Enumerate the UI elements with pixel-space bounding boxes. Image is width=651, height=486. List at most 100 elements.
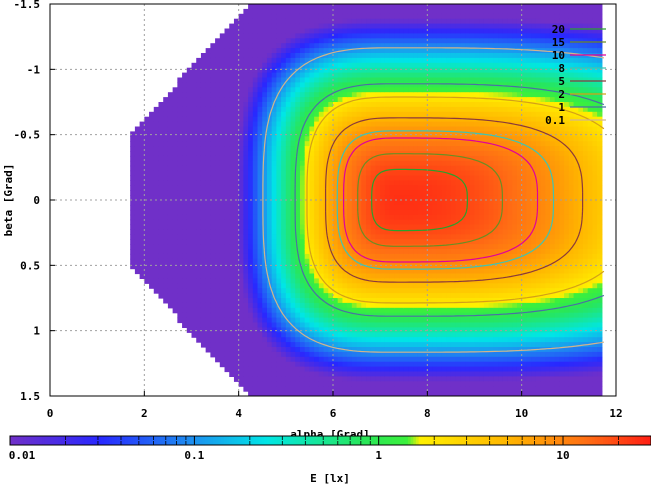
- heat-cell: [238, 13, 244, 20]
- heat-cell: [441, 131, 447, 137]
- heat-cell: [417, 317, 424, 324]
- heat-cell: [432, 102, 438, 108]
- heat-cell: [366, 62, 372, 69]
- heat-cell: [314, 244, 320, 250]
- heat-cell: [163, 273, 169, 279]
- heat-cell: [295, 77, 301, 83]
- heat-cell: [403, 43, 410, 49]
- heat-cell: [384, 342, 391, 348]
- heat-cell: [347, 4, 353, 10]
- heat-cell: [366, 347, 372, 353]
- heat-cell: [243, 146, 249, 152]
- heat-cell: [403, 116, 410, 123]
- heat-cell: [432, 82, 438, 88]
- heat-cell: [233, 106, 240, 113]
- heat-cell: [361, 106, 367, 113]
- heat-cell: [233, 126, 240, 132]
- heat-cell: [347, 376, 353, 382]
- heat-cell: [427, 371, 433, 377]
- heat-cell: [276, 131, 282, 137]
- heat-cell: [328, 351, 334, 358]
- heat-cell: [134, 151, 141, 157]
- heat-cell: [252, 190, 259, 196]
- heat-cell: [224, 204, 230, 211]
- heat-cell: [281, 298, 287, 304]
- heat-cell: [172, 258, 178, 265]
- heat-cell: [299, 263, 306, 270]
- heat-cell: [309, 298, 315, 304]
- heat-cell: [422, 175, 428, 181]
- heat-cell: [408, 200, 414, 206]
- heat-cell: [314, 23, 320, 30]
- heat-cell: [328, 136, 334, 142]
- heat-cell: [455, 332, 461, 338]
- heat-cell: [238, 263, 244, 270]
- heat-cell: [205, 151, 211, 157]
- heat-cell: [266, 155, 273, 162]
- heat-cell: [233, 214, 240, 221]
- heat-cell: [257, 57, 263, 64]
- heat-cell: [413, 180, 419, 186]
- heat-cell: [210, 288, 216, 294]
- heat-cell: [205, 209, 211, 216]
- heat-cell: [233, 155, 240, 162]
- heat-cell: [144, 165, 150, 172]
- heat-cell: [248, 347, 254, 353]
- heat-cell: [281, 97, 287, 103]
- heat-cell: [191, 175, 197, 181]
- heat-cell: [432, 48, 438, 54]
- heat-cell: [380, 249, 386, 255]
- heat-cell: [370, 293, 377, 299]
- heat-cell: [342, 8, 348, 15]
- heat-cell: [446, 92, 452, 98]
- heat-cell: [167, 263, 174, 270]
- heat-cell: [455, 28, 461, 34]
- heat-cell: [285, 356, 292, 363]
- heat-cell: [394, 48, 400, 54]
- heat-cell: [309, 53, 315, 59]
- heat-cell: [337, 342, 344, 348]
- heat-cell: [276, 28, 282, 34]
- heat-cell: [238, 229, 244, 235]
- heat-cell: [229, 371, 235, 377]
- heat-cell: [248, 244, 254, 250]
- heat-cell: [172, 224, 178, 230]
- heat-cell: [295, 356, 301, 363]
- heat-cell: [427, 234, 433, 240]
- heat-cell: [233, 273, 240, 279]
- heat-cell: [323, 146, 329, 152]
- heat-cell: [323, 111, 329, 118]
- heat-cell: [436, 57, 443, 64]
- heat-cell: [333, 38, 339, 44]
- heat-cell: [455, 53, 461, 59]
- heat-cell: [158, 224, 164, 230]
- heat-cell: [328, 97, 334, 103]
- heat-cell: [238, 87, 244, 93]
- heat-cell: [413, 298, 419, 304]
- heat-cell: [328, 200, 334, 206]
- heat-cell: [460, 160, 466, 167]
- heat-cell: [394, 347, 400, 353]
- heat-cell: [224, 317, 230, 324]
- heat-cell: [408, 97, 414, 103]
- heat-cell: [229, 322, 235, 328]
- heat-cell: [450, 141, 457, 147]
- heat-cell: [380, 72, 386, 79]
- heat-cell: [299, 102, 306, 108]
- heat-cell: [318, 322, 325, 328]
- heat-cell: [182, 131, 188, 137]
- heat-cell: [285, 288, 292, 294]
- heat-cell: [455, 48, 461, 54]
- heat-cell: [233, 57, 240, 64]
- heat-cell: [370, 141, 377, 147]
- heat-cell: [328, 288, 334, 294]
- heat-cell: [417, 180, 424, 186]
- heat-cell: [290, 332, 296, 338]
- heat-cell: [163, 234, 169, 240]
- heat-cell: [318, 38, 325, 44]
- heat-cell: [191, 62, 197, 69]
- heat-cell: [299, 229, 306, 235]
- heat-cell: [408, 82, 414, 88]
- heat-cell: [436, 204, 443, 211]
- heat-cell: [276, 38, 282, 44]
